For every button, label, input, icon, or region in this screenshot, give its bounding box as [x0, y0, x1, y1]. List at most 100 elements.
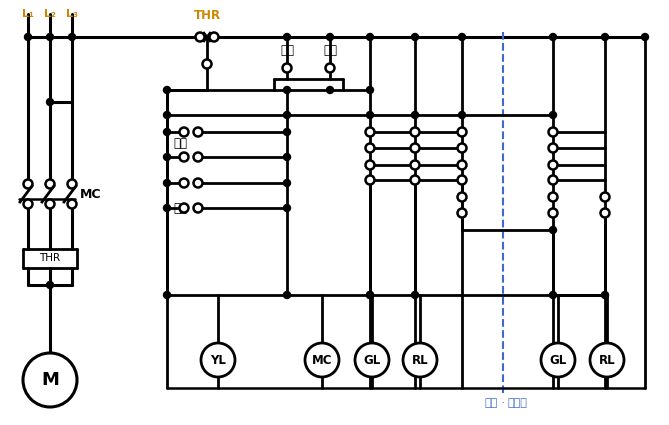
Circle shape	[326, 87, 334, 94]
Circle shape	[284, 179, 290, 187]
Circle shape	[549, 128, 557, 136]
Text: RL: RL	[411, 354, 428, 366]
Circle shape	[541, 343, 575, 377]
Circle shape	[549, 209, 557, 218]
Text: 수동: 수동	[323, 44, 337, 57]
Circle shape	[411, 144, 419, 153]
Circle shape	[23, 179, 33, 189]
Circle shape	[590, 343, 624, 377]
Circle shape	[47, 34, 54, 40]
Circle shape	[284, 128, 290, 136]
Circle shape	[163, 87, 171, 94]
Circle shape	[458, 34, 466, 40]
Circle shape	[411, 111, 419, 119]
Circle shape	[458, 128, 466, 136]
Circle shape	[195, 32, 205, 42]
Circle shape	[549, 176, 557, 184]
Circle shape	[201, 343, 235, 377]
Circle shape	[367, 34, 373, 40]
Circle shape	[47, 99, 54, 105]
Circle shape	[68, 179, 76, 189]
Circle shape	[367, 111, 373, 119]
Circle shape	[411, 34, 419, 40]
Text: MC: MC	[80, 187, 102, 201]
Circle shape	[193, 204, 203, 212]
Circle shape	[411, 292, 419, 298]
Circle shape	[355, 343, 389, 377]
Text: 상한: 상한	[173, 201, 187, 215]
Circle shape	[411, 176, 419, 184]
Circle shape	[284, 292, 290, 298]
Text: 현장: 현장	[485, 398, 498, 408]
Circle shape	[284, 111, 290, 119]
Text: L₁: L₁	[22, 9, 34, 19]
Circle shape	[549, 292, 557, 298]
Circle shape	[163, 292, 171, 298]
Circle shape	[458, 193, 466, 201]
Circle shape	[458, 176, 466, 184]
Circle shape	[601, 209, 609, 218]
Circle shape	[68, 199, 76, 209]
Circle shape	[163, 204, 171, 212]
Circle shape	[549, 227, 557, 233]
Circle shape	[642, 34, 648, 40]
Circle shape	[458, 144, 466, 153]
Text: MC: MC	[312, 354, 332, 366]
Text: THR: THR	[193, 9, 221, 22]
Circle shape	[601, 193, 609, 201]
Circle shape	[284, 204, 290, 212]
Circle shape	[163, 153, 171, 161]
Circle shape	[193, 153, 203, 162]
Circle shape	[25, 34, 31, 40]
Circle shape	[45, 199, 54, 209]
Circle shape	[203, 60, 211, 68]
Circle shape	[458, 161, 466, 170]
Text: M: M	[41, 371, 59, 389]
Circle shape	[367, 87, 373, 94]
Circle shape	[601, 34, 609, 40]
Circle shape	[367, 292, 373, 298]
Circle shape	[23, 353, 77, 407]
Circle shape	[284, 153, 290, 161]
Circle shape	[326, 34, 334, 40]
Text: L₃: L₃	[66, 9, 78, 19]
Circle shape	[23, 199, 33, 209]
Text: L₂: L₂	[44, 9, 56, 19]
Circle shape	[365, 128, 375, 136]
Circle shape	[163, 179, 171, 187]
Circle shape	[326, 63, 334, 73]
Text: GL: GL	[363, 354, 381, 366]
Circle shape	[411, 161, 419, 170]
Circle shape	[549, 144, 557, 153]
Circle shape	[179, 153, 189, 162]
Circle shape	[179, 178, 189, 187]
Circle shape	[549, 111, 557, 119]
Text: THR: THR	[39, 253, 61, 263]
Circle shape	[549, 193, 557, 201]
Circle shape	[305, 343, 339, 377]
Text: 제어반: 제어반	[508, 398, 528, 408]
Circle shape	[458, 209, 466, 218]
Circle shape	[367, 292, 373, 298]
Text: 하한: 하한	[173, 136, 187, 150]
Text: GL: GL	[549, 354, 567, 366]
Circle shape	[163, 128, 171, 136]
Circle shape	[193, 128, 203, 136]
Circle shape	[458, 111, 466, 119]
Circle shape	[365, 176, 375, 184]
Circle shape	[365, 144, 375, 153]
Circle shape	[284, 34, 290, 40]
Circle shape	[282, 63, 292, 73]
Circle shape	[45, 179, 54, 189]
Text: ·: ·	[498, 398, 508, 408]
Circle shape	[549, 161, 557, 170]
Text: 자동: 자동	[280, 44, 294, 57]
Circle shape	[47, 281, 54, 289]
Circle shape	[601, 292, 609, 298]
Text: RL: RL	[599, 354, 615, 366]
Circle shape	[68, 34, 76, 40]
Circle shape	[163, 111, 171, 119]
Text: YL: YL	[210, 354, 226, 366]
Circle shape	[193, 178, 203, 187]
Circle shape	[284, 87, 290, 94]
